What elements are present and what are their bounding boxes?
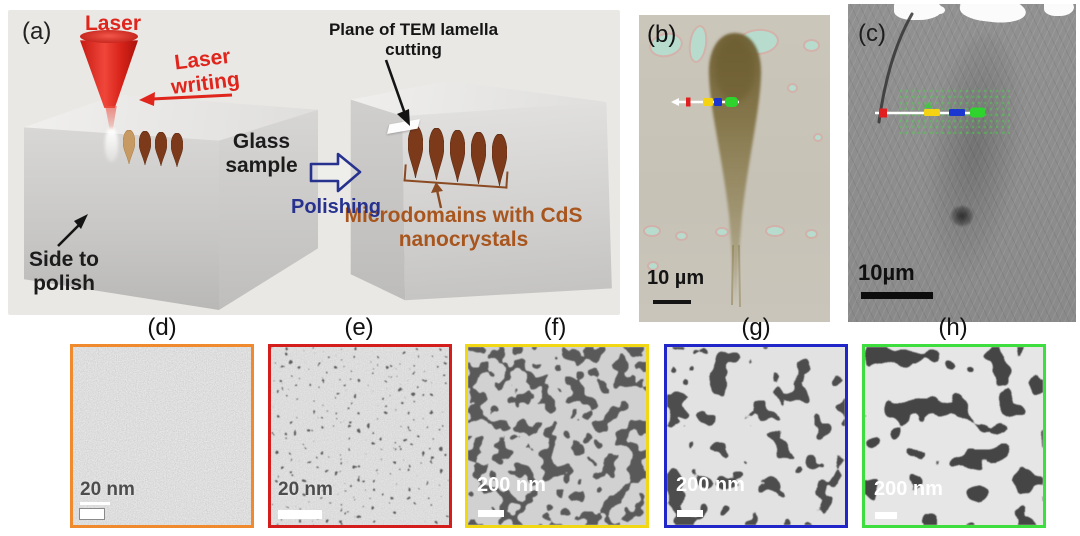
inclusion-patch [789,85,796,91]
panel-a-schematic: (a) Laser Laser writing Glass sample Sid… [8,10,620,315]
inclusion-patch [649,263,657,269]
cube-left-face [24,127,219,310]
panel-e-scale-text: 20 nm [278,479,333,500]
panel-h-scale-text: 200 nm [874,478,943,500]
laser-beam-top-rim [80,30,138,43]
panel-d-scale-bar [79,508,105,520]
inclusion-patch [807,231,816,237]
dark-defect-spot [951,206,973,226]
side-to-polish-label: Side to polish [28,248,99,296]
panel-g-tem-image: 200 nm [664,344,848,528]
inclusion-patch [717,229,727,235]
laser-label: Laser [84,12,142,35]
side-to-polish-arrow [57,214,88,247]
polishing-label: Polishing [291,196,381,218]
panel-d-scale-text: 20 nm [80,479,135,500]
panel-f-scale-text: 200 nm [477,474,546,496]
glass-cube-after-polish [348,76,620,312]
inclusion-patch [645,227,659,235]
plane-of-tem-label: Plane of TEM lamella cutting [328,20,499,59]
laser-beam-inside-glass [105,106,117,132]
inclusion-patch [805,41,818,50]
panel-e-tem-image: 20 nm [268,344,452,528]
panel-e-scale-bar [278,510,322,519]
panel-c-label: (c) [858,20,886,47]
panel-f-scale-bar [478,510,504,517]
panel-h-label: (h) [938,314,968,341]
panel-b-scale-text: 10 µm [647,267,705,289]
plane-of-tem-arrow [384,59,410,126]
tem-blob-texture [468,347,646,525]
microdomain-teardrop [471,132,486,184]
microdomains-label: Microdomains with CdS nanocrystals [344,204,583,252]
panel-f-tem-image: 200 nm [465,344,649,528]
panel-e-label: (e) [344,314,374,341]
inclusion-patch [677,233,686,239]
panel-b-scale-bar [653,300,691,304]
surface-debris [1044,4,1074,16]
panel-g-label: (g) [741,314,771,341]
panel-c-scale-bar [861,292,933,299]
surface-debris [894,4,942,20]
panel-d-tem-image: 20 nm [70,344,254,528]
focal-glow [105,128,118,162]
panel-b-optical-image: (b) 10 µm [639,15,830,322]
panel-g-scale-text: 200 nm [676,474,745,496]
microdomain-teardrop [171,133,183,167]
glass-cube-before-polish [18,90,318,310]
panel-b-label: (b) [647,21,677,48]
microdomain-teardrop [450,130,465,182]
scratch-line [877,12,914,124]
profile-line-markers [875,102,985,118]
inclusion-patch [767,227,783,235]
tem-blob-texture [865,347,1043,525]
cube-left-face [350,99,406,301]
panel-g-scale-bar [677,510,703,517]
panel-d-scale-underline [80,502,110,505]
tem-blob-texture [667,347,845,525]
panel-f-label: (f) [543,314,567,341]
panel-d-label: (d) [147,314,177,341]
microdomain-teardrop [408,126,423,178]
microdomain-teardrop [429,128,444,180]
panel-c-sem-image: (c) 10µm [848,4,1076,322]
profile-line-markers [671,97,739,107]
microdomain-teardrop [155,132,167,166]
tem-noise-texture [73,347,251,525]
laser-writing-arrow [139,92,233,106]
microdomains-arrow [431,182,443,209]
polishing-arrow-icon [309,152,362,193]
glass-sample-label: Glass sample [225,130,298,178]
microdomain-teardrop [492,134,507,186]
panel-h-tem-image: 200 nm [862,344,1046,528]
microdomain-teardrop [123,130,135,164]
panel-h-scale-bar [875,512,897,519]
surface-debris [934,6,945,14]
panel-c-scale-text: 10µm [858,260,915,285]
tem-noise-texture [271,347,449,525]
microdomain-teardrop [139,131,151,165]
inclusion-patch [815,135,821,140]
panel-a-label: (a) [22,18,52,45]
